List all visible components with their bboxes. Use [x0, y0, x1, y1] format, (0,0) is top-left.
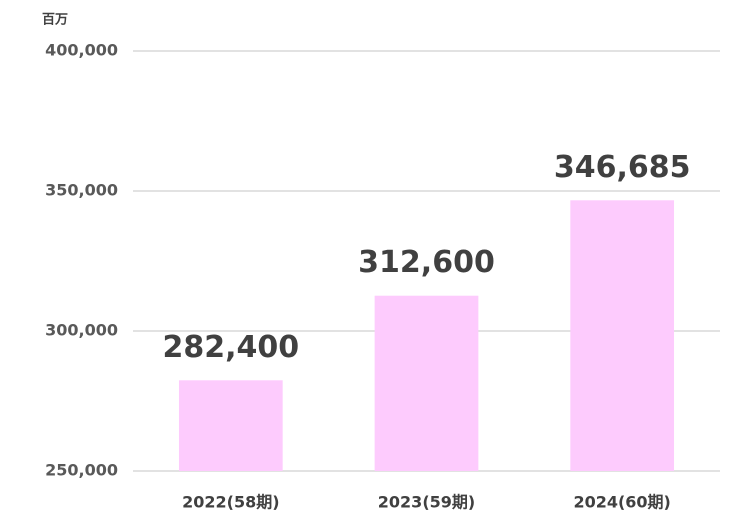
y-unit-label: 百万: [42, 13, 68, 28]
x-tick-label: 2023(59期): [378, 493, 475, 512]
bar: [178, 380, 283, 471]
data-label: 312,600: [358, 245, 495, 280]
bar: [570, 200, 675, 472]
y-tick-label: 350,000: [45, 181, 118, 200]
y-tick-label: 250,000: [45, 461, 118, 480]
data-label: 346,685: [554, 150, 691, 185]
bar: [374, 295, 479, 471]
y-tick-label: 400,000: [45, 41, 118, 60]
x-tick-label: 2022(58期): [182, 493, 279, 512]
data-label: 282,400: [163, 330, 300, 365]
x-tick-label: 2024(60期): [573, 493, 670, 512]
y-tick-label: 300,000: [45, 321, 118, 340]
